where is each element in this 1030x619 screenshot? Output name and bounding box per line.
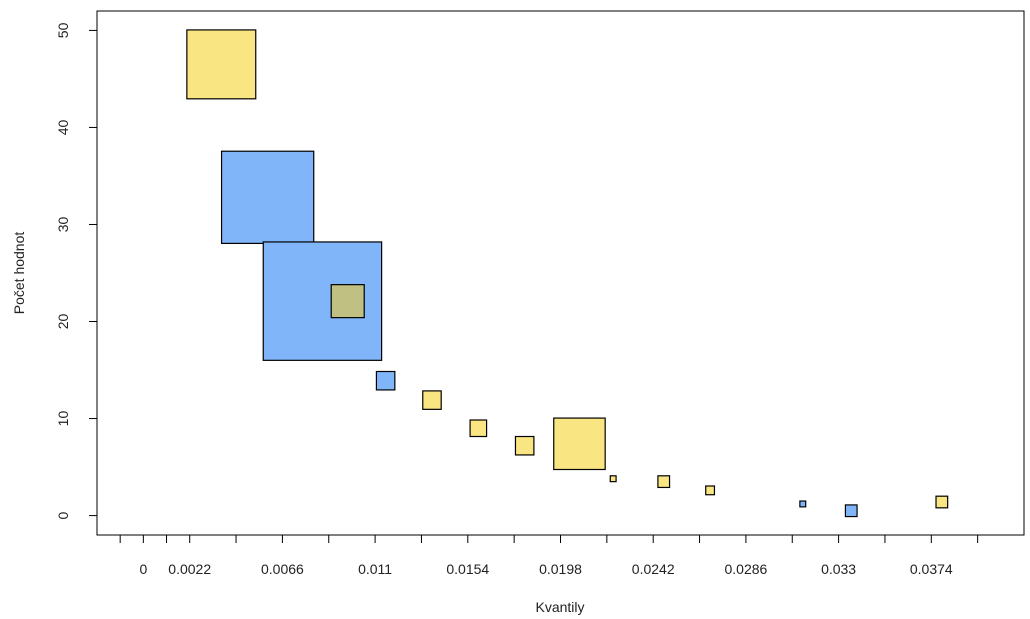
y-axis-title: Počet hodnot [11,232,27,315]
x-tick-label: 0.011 [358,561,392,577]
y-tick-label: 0 [55,511,71,519]
y-tick-label: 30 [55,216,71,232]
data-point [422,390,442,410]
data-point [935,495,949,509]
data-point [186,29,257,100]
x-tick-label: 0.0022 [168,561,211,577]
data-points [186,29,949,518]
x-tick-label: 0.0066 [261,561,304,577]
x-tick-label: 0.0286 [724,561,767,577]
x-tick-label: 0.0154 [446,561,489,577]
data-point [705,485,716,496]
x-tick-label: 0 [139,561,147,577]
data-point [375,370,396,391]
y-tick-label: 10 [55,411,71,427]
y-tick-label: 20 [55,314,71,330]
data-point [330,284,365,319]
data-point [469,419,488,438]
x-tick-label: 0.0198 [539,561,582,577]
x-tick-label: 0.0242 [632,561,675,577]
data-point [609,475,617,483]
y-axis: 0 10 20 30 40 50 [55,22,98,519]
x-axis-title: Kvantily [535,599,584,615]
x-tick-label: 0.033 [821,561,856,577]
data-point [799,500,807,508]
data-point [657,475,671,489]
data-point [844,504,858,518]
y-tick-label: 40 [55,119,71,135]
x-axis: 0 0.0022 0.0066 0.011 0.0154 0.0198 0.0242 0.02… [110,534,1014,577]
x-tick-label: 0.0374 [910,561,953,577]
data-point [514,435,535,456]
data-point [220,150,315,245]
data-point [553,417,606,471]
y-tick-label: 50 [55,22,71,38]
